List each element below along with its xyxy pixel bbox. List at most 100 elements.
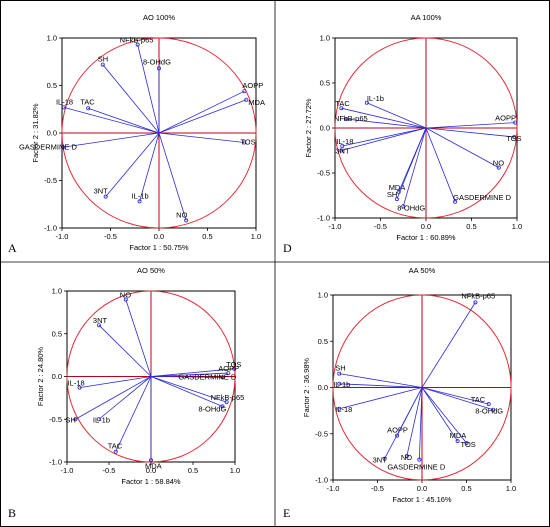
point-label: TOS (226, 360, 241, 369)
loading-vector (341, 127, 427, 151)
loading-point (340, 143, 345, 148)
y-tick-label: 0.5 (320, 79, 330, 88)
x-tick-label: 1.0 (512, 222, 522, 231)
loading-vector (339, 383, 423, 388)
loading-vector (396, 127, 427, 200)
point-label: 3NT (335, 147, 350, 156)
point-label: IL-18 (335, 405, 352, 414)
loading-vector (105, 132, 160, 197)
x-tick-label: -1.0 (56, 232, 69, 241)
loading-point (486, 402, 491, 407)
loading-point (242, 140, 247, 145)
loading-point (343, 117, 348, 122)
loading-point (77, 385, 82, 390)
loading-point (96, 323, 101, 328)
loading-vector (88, 107, 160, 134)
loading-point (100, 62, 105, 67)
loading-vector (425, 127, 515, 138)
loading-vector (406, 387, 423, 457)
point-label: AOPP (495, 114, 516, 123)
x-tick-label: 0.0 (154, 232, 164, 241)
y-tick-label: 1.0 (320, 34, 330, 43)
point-label: IL-18 (336, 137, 353, 146)
point-label: NFkB-p65 (461, 291, 495, 300)
point-label: NFkB-p65 (334, 114, 368, 123)
point-label: 8-OHdG (198, 404, 226, 413)
loading-point (148, 458, 153, 463)
x-axis-title: Factor 1 : 45.16% (392, 495, 452, 504)
loading-vector (421, 387, 489, 405)
point-label: AOPP (242, 81, 263, 90)
y-tick-label: 0.5 (52, 329, 62, 338)
x-tick-label: 0.5 (461, 484, 471, 493)
loading-vector (98, 376, 152, 420)
loading-point (113, 449, 118, 454)
point-label: SH (335, 364, 345, 373)
point-label: IL-18 (68, 379, 85, 388)
loading-point (473, 300, 478, 305)
panel-letter: B (8, 506, 16, 520)
x-axis-title: Factor 1 : 58.84% (121, 477, 181, 486)
loading-point (339, 106, 344, 111)
panel-title: AA 50% (409, 266, 436, 275)
point-label: AOPP (387, 426, 408, 435)
y-tick-label: -0.5 (44, 176, 57, 185)
point-label: NO (401, 453, 412, 462)
loading-vector (125, 299, 152, 377)
panel-letter: D (283, 241, 292, 255)
loading-point (382, 456, 387, 461)
loading-vector (421, 387, 467, 444)
loading-vector (339, 373, 423, 388)
loading-vector (137, 44, 160, 134)
loading-point (496, 165, 501, 170)
x-tick-label: 0.0 (146, 466, 156, 475)
panels: -1.0 -0.5 0.0 0.5 1.0 1.0 0.5 0.0 -0.5 -1.0 AO 100… (8, 13, 522, 520)
point-label: 3NT (373, 456, 388, 465)
loading-point (137, 199, 142, 204)
y-tick-label: -1.0 (44, 224, 57, 233)
point-label: TAC (471, 395, 486, 404)
loading-point (453, 199, 458, 204)
loading-vector (150, 376, 223, 407)
loading-vector (366, 102, 427, 129)
loading-vector (158, 132, 187, 221)
loading-point (513, 120, 518, 125)
x-tick-label: 0.0 (421, 222, 431, 231)
loading-vector (139, 132, 160, 202)
y-tick-label: 0.0 (320, 124, 330, 133)
point-label: TAC (108, 442, 123, 451)
panel-title: AA 100% (411, 13, 442, 22)
point-label: NO (176, 210, 187, 219)
loading-vector (421, 387, 494, 411)
point-label: IL-1b (367, 94, 384, 103)
x-tick-label: -1.0 (61, 466, 74, 475)
loading-vector (421, 387, 458, 442)
y-tick-label: -1.0 (49, 458, 62, 467)
point-label: GASDERMINE D (387, 463, 446, 472)
point-label: NFkB-p65 (211, 393, 245, 402)
loading-point (339, 148, 344, 153)
loading-vector (150, 368, 235, 377)
loading-vector (341, 107, 427, 129)
loading-point (242, 89, 247, 94)
point-label: IL-1b (333, 380, 350, 389)
y-tick-label: 0.0 (318, 383, 328, 392)
loading-point (224, 400, 229, 405)
loading-point (404, 453, 409, 458)
y-tick-label: 1.0 (47, 34, 57, 43)
point-label: NO (120, 291, 131, 300)
point-label: 8-OHdG (143, 57, 171, 66)
chart-panel-d: -1.0 -0.5 0.0 0.5 1.0 1.0 0.5 0.0 -0.5 -1.0 AA 100… (283, 13, 522, 255)
loading-vector (150, 372, 229, 377)
loading-point (244, 97, 249, 102)
loading-vector (345, 118, 427, 129)
loading-point (464, 440, 469, 445)
x-axis-title: Factor 1 : 60.89% (396, 233, 456, 242)
loading-point (86, 106, 91, 111)
y-tick-label: -0.5 (315, 429, 328, 438)
loading-point (337, 371, 342, 376)
loading-vector (402, 127, 427, 207)
loading-vector (158, 90, 245, 134)
x-tick-label: 1.0 (506, 484, 516, 493)
